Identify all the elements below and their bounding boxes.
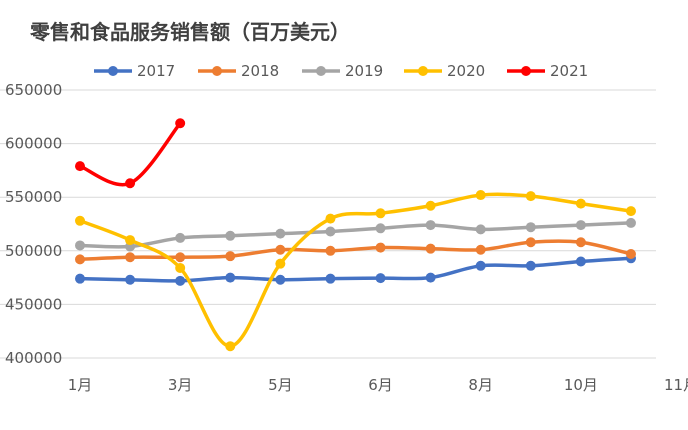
- data-point-2020: [475, 190, 486, 201]
- data-point-2017: [475, 260, 486, 271]
- data-point-2017: [575, 256, 586, 267]
- data-point-2017: [75, 273, 85, 284]
- data-point-2019: [375, 223, 386, 234]
- data-point-2020: [225, 341, 236, 352]
- data-point-2020: [575, 198, 586, 209]
- data-point-2020: [275, 258, 286, 269]
- data-point-2020: [325, 213, 336, 224]
- series-line-2019: [78, 221, 633, 249]
- legend-label-2020: 2020: [447, 62, 485, 80]
- data-point-2017: [225, 272, 236, 283]
- series-line-2018: [78, 239, 633, 262]
- data-point-2018: [625, 249, 636, 260]
- data-point-2019: [475, 224, 486, 235]
- data-point-2017: [175, 275, 186, 286]
- legend-marker-2020: [418, 66, 428, 76]
- data-point-2018: [75, 254, 85, 265]
- data-point-2018: [525, 237, 536, 248]
- series-lines: [75, 118, 636, 352]
- x-tick-label: 3月: [168, 376, 193, 394]
- legend-marker-2018: [212, 66, 222, 76]
- y-tick-label: 600000: [5, 135, 62, 153]
- legend-label-2021: 2021: [550, 62, 588, 80]
- x-tick-label: 11月: [664, 376, 688, 394]
- data-point-2019: [275, 228, 286, 239]
- legend-marker-2019: [316, 66, 326, 76]
- gridlines: [0, 89, 656, 359]
- data-point-2017: [425, 272, 436, 283]
- data-point-2019: [325, 226, 336, 237]
- data-point-2019: [525, 222, 536, 233]
- data-point-2018: [325, 245, 336, 256]
- x-tick-label: 8月: [468, 376, 493, 394]
- data-point-2018: [175, 252, 186, 263]
- data-point-2019: [575, 220, 586, 231]
- data-point-2018: [475, 244, 486, 255]
- chart-title: 零售和食品服务销售额（百万美元）: [29, 20, 350, 44]
- y-tick-label: 400000: [5, 349, 62, 367]
- legend-marker-2021: [521, 66, 531, 76]
- data-point-2018: [125, 252, 136, 263]
- legend-marker-2017: [108, 66, 118, 76]
- x-tick-label: 5月: [268, 376, 293, 394]
- data-point-2020: [175, 262, 186, 273]
- legend-label-2017: 2017: [137, 62, 175, 80]
- data-point-2018: [225, 251, 236, 262]
- data-point-2019: [75, 240, 85, 251]
- data-point-2017: [325, 273, 336, 284]
- data-point-2018: [575, 237, 586, 248]
- x-tick-label: 6月: [368, 376, 393, 394]
- data-point-2019: [225, 230, 236, 241]
- data-point-2019: [175, 232, 186, 243]
- data-point-2021: [125, 178, 136, 189]
- y-tick-label: 550000: [5, 188, 62, 206]
- data-point-2017: [375, 273, 386, 284]
- x-tick-label: 10月: [564, 376, 598, 394]
- data-point-2020: [375, 208, 386, 219]
- data-point-2017: [275, 274, 286, 285]
- legend-label-2019: 2019: [345, 62, 383, 80]
- data-point-2021: [75, 161, 85, 172]
- x-tick-label: 1月: [68, 376, 93, 394]
- data-point-2019: [425, 220, 436, 231]
- data-point-2018: [425, 243, 436, 254]
- data-point-2018: [375, 242, 386, 253]
- data-point-2017: [125, 274, 136, 285]
- y-tick-label: 650000: [5, 81, 62, 99]
- y-tick-label: 500000: [5, 242, 62, 260]
- data-point-2020: [425, 200, 436, 211]
- data-point-2020: [625, 206, 636, 217]
- legend-label-2018: 2018: [241, 62, 279, 80]
- series-line-2017: [78, 256, 633, 283]
- axes: 400000 450000 500000 550000 600000 650000 1月 3月…: [5, 81, 688, 394]
- data-point-2020: [125, 235, 136, 246]
- data-point-2020: [75, 215, 85, 226]
- legend: 2017 2018 2019 2020 2021: [94, 62, 588, 80]
- data-point-2020: [525, 191, 536, 202]
- data-point-2017: [525, 260, 536, 271]
- y-tick-label: 450000: [5, 295, 62, 313]
- data-point-2019: [625, 217, 636, 228]
- data-point-2021: [175, 118, 186, 129]
- series-line-2021: [78, 121, 182, 187]
- data-point-2018: [275, 244, 286, 255]
- series-line-2020: [78, 192, 633, 348]
